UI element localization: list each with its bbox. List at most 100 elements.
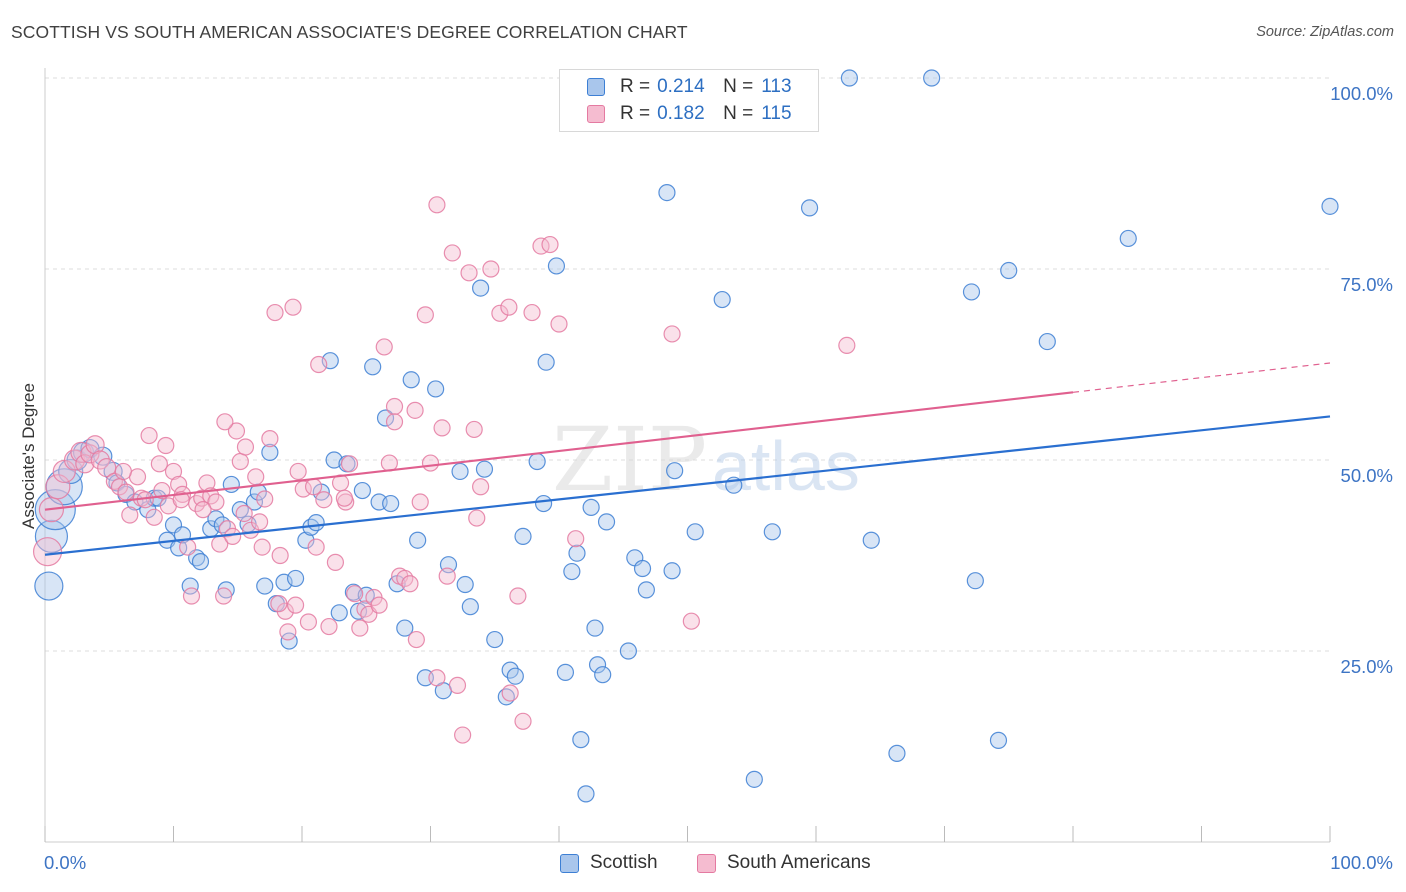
south-american-point — [307, 538, 325, 556]
series-legend-scottish: Scottish — [560, 852, 658, 874]
scottish-point — [568, 544, 586, 562]
scottish-point — [353, 481, 371, 500]
south-american-point — [164, 462, 183, 481]
south-american-point — [250, 513, 269, 531]
south-american-point — [227, 422, 246, 440]
scottish-point — [633, 559, 652, 578]
y-tick-label: 75.0% — [1341, 274, 1393, 295]
correlation-legend: R = 0.214 N = 113 R = 0.182 N = 115 — [559, 69, 819, 132]
south-american-point — [346, 585, 364, 603]
south-american-point — [310, 355, 328, 374]
south-american-point — [320, 617, 338, 636]
south-american-point — [32, 537, 63, 567]
legend-r-value: 0.182 — [657, 103, 705, 124]
scottish-point — [923, 69, 941, 87]
south-american-point — [541, 235, 559, 254]
scottish-point — [586, 619, 604, 637]
scottish-point — [280, 632, 298, 650]
scottish-point — [456, 575, 474, 594]
source-label: Source: ZipAtlas.com — [1256, 24, 1394, 40]
scottish-point — [427, 380, 445, 398]
scottish-point — [862, 531, 880, 549]
south-american-point — [114, 462, 132, 481]
south-american-point — [235, 504, 253, 523]
south-american-point — [271, 546, 289, 565]
south-american-point — [90, 450, 110, 470]
south-american-point — [231, 452, 249, 471]
scottish-point — [461, 598, 479, 616]
south-american-point — [140, 426, 158, 445]
legend-n-label: N = — [723, 76, 754, 97]
south-american-point — [468, 509, 486, 527]
south-american-point — [663, 325, 681, 343]
scottish-point — [572, 731, 590, 749]
south-american-point — [514, 712, 532, 730]
south-american-point — [428, 196, 446, 214]
south-american-point — [179, 538, 197, 556]
scottish-point — [619, 642, 637, 660]
south-american-point — [150, 455, 168, 473]
scottish-point — [256, 577, 274, 595]
scottish-point — [475, 460, 494, 478]
south-american-point — [438, 567, 456, 585]
south-american-point — [406, 401, 424, 419]
scottish-point — [840, 69, 859, 87]
scottish-point — [1321, 197, 1339, 215]
scottish-point — [382, 494, 400, 513]
south-american-point — [567, 530, 585, 548]
legend-swatch-south-americans — [587, 105, 605, 123]
scottish-point — [261, 443, 279, 461]
scottish-point — [307, 514, 325, 532]
legend-r-label: R = — [620, 76, 651, 97]
y-tick-label: 100.0% — [1330, 83, 1393, 104]
south-american-point — [75, 454, 95, 474]
scottish-point — [663, 562, 681, 580]
scottish-point — [563, 562, 581, 581]
series-legend-south-americans: South Americans — [697, 852, 871, 874]
scottish-point — [637, 581, 655, 599]
series-label-south-americans: South Americans — [727, 852, 871, 873]
series-swatch-south-americans — [697, 853, 716, 873]
scottish-point — [409, 531, 427, 549]
scottish-point — [800, 199, 819, 217]
scottish-point — [34, 571, 64, 601]
scottish-point — [286, 569, 305, 588]
south-american-point — [443, 244, 461, 262]
south-american-point — [253, 538, 271, 556]
south-american-point — [182, 587, 201, 605]
scottish-point — [191, 553, 210, 571]
south-american-point — [266, 303, 284, 322]
south-american-point — [304, 478, 323, 496]
scottish-point — [547, 257, 566, 275]
series-label-scottish: Scottish — [590, 852, 658, 873]
south-american-point — [465, 420, 483, 439]
south-american-point — [45, 474, 71, 500]
scottish-point — [594, 666, 612, 684]
scottish-point — [534, 494, 553, 513]
legend-r-label: R = — [620, 103, 651, 124]
south-american-point — [286, 596, 305, 614]
south-american-point — [472, 478, 490, 496]
south-american-point — [145, 508, 163, 526]
scottish-point — [989, 731, 1008, 749]
south-american-point — [194, 501, 212, 519]
south-american-trend-line-dashed — [1072, 362, 1331, 393]
scottish-point — [451, 462, 469, 481]
south-american-point — [460, 264, 478, 282]
axes — [44, 68, 1331, 843]
tick-labels: 25.0% 50.0% 75.0% 100.0% 0.0% 100.0% — [44, 83, 1393, 873]
series-swatch-scottish — [560, 853, 579, 873]
south-american-point — [335, 489, 354, 507]
scottish-point — [330, 604, 348, 622]
scottish-point — [666, 462, 684, 480]
south-american-point — [236, 438, 255, 456]
scottish-point — [556, 663, 575, 681]
scottish-point — [1038, 332, 1056, 351]
legend-swatch-scottish — [587, 78, 605, 96]
south-american-point — [433, 419, 451, 437]
south-american-point — [482, 260, 500, 278]
y-axis-label: Associate's Degree — [19, 383, 38, 529]
south-american-trend-line — [44, 391, 1074, 511]
scottish-point — [472, 279, 490, 297]
south-american-point — [491, 304, 509, 322]
